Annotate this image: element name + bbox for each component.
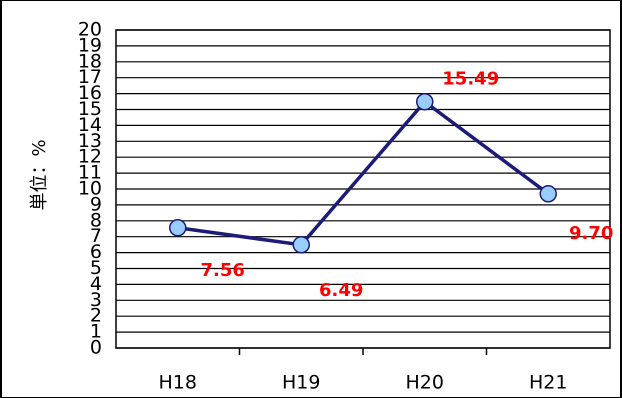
data-label: 6.49 [319,280,363,301]
y-tick-label: 5 [90,257,102,279]
marker [416,92,434,111]
data-label: 7.56 [201,260,245,281]
y-tick-label: 0 [90,337,102,359]
y-tick-label: 3 [90,289,102,311]
y-tick-label: 12 [78,146,102,168]
y-tick-label: 15 [78,98,102,120]
y-axis-label: 単位：% [29,139,50,210]
y-tick-label: 17 [78,66,102,88]
y-tick-label: 10 [78,178,102,200]
y-tick-label: 8 [90,209,102,231]
y-tick-label: 11 [78,162,102,184]
x-tick-label: H20 [406,372,444,394]
y-tick-label: 4 [90,273,102,295]
x-tick-label: H18 [159,372,197,394]
data-label: 9.70 [569,223,613,244]
y-tick-label: 16 [78,82,102,104]
y-tick-label: 1 [90,321,102,343]
marker [539,185,557,203]
y-tick-label: 19 [78,34,102,56]
y-tick-label: 13 [78,130,102,152]
y-tick-label: 7 [90,225,102,247]
x-tick-label: H21 [529,372,567,394]
y-tick-label: 2 [90,305,102,327]
y-tick-label: 9 [90,193,102,215]
marker [169,219,187,237]
x-tick-label: H19 [282,372,320,394]
y-tick-label: 6 [90,241,102,263]
y-tick-label: 18 [78,50,102,72]
line [177,99,550,247]
y-tick-label: 14 [78,114,102,136]
data-label: 15.49 [442,69,499,90]
y-tick-label: 20 [78,19,102,41]
marker [292,236,310,254]
